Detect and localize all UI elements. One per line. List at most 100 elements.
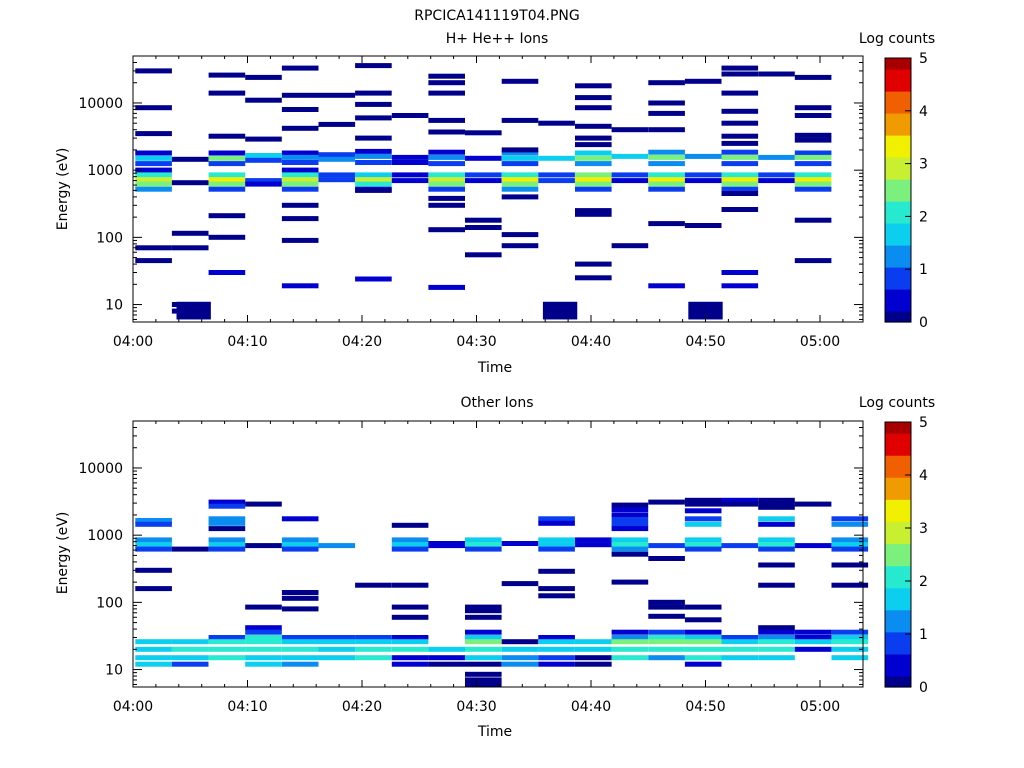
- colorbar-step: [885, 605, 911, 609]
- heatmap-cell: [758, 172, 795, 178]
- heatmap-cell: [684, 153, 722, 159]
- colorbar-step: [885, 552, 911, 556]
- colorbar-step: [885, 581, 911, 584]
- heatmap-cell: [208, 646, 246, 652]
- heatmap-cell: [501, 161, 539, 167]
- heatmap-cell: [611, 542, 649, 548]
- colorbar-step: [885, 510, 911, 514]
- x-tick-label: 04:10: [227, 334, 267, 350]
- heatmap-cell: [611, 178, 649, 184]
- heatmap-cell: [794, 177, 832, 183]
- heatmap-cell: [794, 181, 832, 187]
- colorbar-step: [885, 569, 911, 573]
- colorbar-tick-label: 3: [919, 157, 928, 173]
- heatmap-cell: [208, 150, 246, 156]
- colorbar-step: [885, 565, 911, 569]
- colorbar-step: [885, 231, 911, 235]
- axes: 04:00 04:10 04:20 04:30 04:40 04:50 05:00 10 100…: [78, 55, 863, 350]
- colorbar-step: [885, 289, 911, 292]
- y-axis-label: Energy (eV): [55, 512, 71, 595]
- colorbar-step: [885, 547, 911, 551]
- colorbar-step: [885, 441, 911, 445]
- heatmap-cell: [355, 639, 392, 645]
- colorbar-step: [885, 212, 911, 215]
- colorbar-step: [885, 611, 911, 615]
- colorbar-step: [885, 181, 911, 184]
- heatmap-cell: [758, 521, 795, 527]
- heatmap-block: [688, 301, 723, 320]
- colorbar-step: [885, 260, 911, 264]
- colorbar-step: [885, 479, 911, 483]
- colorbar-step: [885, 444, 911, 447]
- heatmap-cell: [538, 593, 575, 599]
- colorbar-step: [885, 541, 911, 545]
- heatmap-cell: [391, 604, 429, 610]
- heatmap-cell: [281, 92, 319, 98]
- heatmap-cell: [135, 161, 172, 167]
- heatmap-cell: [501, 194, 539, 200]
- heatmap-cell: [684, 629, 722, 635]
- heatmap-cell: [281, 160, 319, 165]
- colorbar-step: [885, 121, 911, 125]
- colorbar-step: [885, 174, 911, 178]
- colorbar-step: [885, 563, 911, 567]
- colorbar-step: [885, 319, 911, 323]
- colorbar-step: [885, 503, 911, 507]
- colorbar-step: [885, 550, 911, 553]
- heatmap-cell: [391, 154, 429, 160]
- heatmap-cell: [575, 275, 612, 281]
- colorbar-tick-label: 4: [919, 104, 928, 120]
- colorbar-step: [885, 576, 911, 580]
- heatmap-cell: [391, 635, 429, 640]
- heatmap-cell: [391, 160, 429, 165]
- heatmap-cell: [648, 599, 685, 605]
- colorbar-step: [885, 556, 911, 560]
- heatmap-cell: [721, 186, 759, 192]
- heatmap-cell: [611, 646, 649, 652]
- heatmap-cell: [611, 243, 649, 249]
- heatmap-cell: [611, 635, 649, 640]
- heatmap-cell: [538, 646, 575, 652]
- heatmap-cell: [355, 181, 392, 187]
- heatmap-cell: [794, 154, 832, 160]
- heatmap-cell: [281, 65, 319, 71]
- colorbar-step: [885, 673, 911, 677]
- colorbar-step: [885, 220, 911, 224]
- heatmap-cell: [831, 646, 869, 652]
- colorbar-step: [885, 483, 911, 487]
- heatmap-cell: [208, 537, 246, 543]
- colorbar-step: [885, 433, 911, 436]
- heatmap-cell: [538, 661, 575, 667]
- colorbar-step: [885, 521, 911, 525]
- heatmap-cell: [465, 646, 502, 652]
- colorbar-step: [885, 598, 911, 602]
- heatmap-cell: [135, 537, 172, 543]
- heatmap-cell: [611, 517, 649, 523]
- heatmap-cell: [501, 117, 539, 123]
- colorbar-step: [885, 578, 911, 582]
- colorbar-step: [885, 475, 911, 478]
- colorbar-step: [885, 102, 911, 105]
- heatmap-cell: [794, 172, 832, 178]
- colorbar-step: [885, 236, 911, 239]
- colorbar-step: [885, 514, 911, 518]
- heatmap-cell: [171, 230, 209, 236]
- heatmap-cell: [355, 655, 392, 661]
- colorbar-frame: [884, 421, 912, 688]
- heatmap-cell: [501, 181, 539, 187]
- colorbar: 0 1 2 3 4 5: [884, 415, 928, 696]
- colorbar-step: [885, 669, 911, 673]
- heatmap-cell: [245, 543, 282, 549]
- heatmap-cell: [135, 167, 172, 173]
- colorbar-step: [885, 501, 911, 505]
- heatmap-cell: [391, 113, 429, 118]
- heatmap-cell: [245, 639, 282, 645]
- colorbar-step: [885, 60, 911, 63]
- colorbar-step: [885, 300, 911, 303]
- heatmap-cell: [135, 105, 172, 111]
- colorbar-step: [885, 583, 911, 587]
- colorbar: 0 1 2 3 4 5: [884, 51, 928, 331]
- heatmap-cell: [208, 186, 246, 192]
- heatmap-cell: [208, 635, 246, 640]
- heatmap-cell: [501, 581, 539, 587]
